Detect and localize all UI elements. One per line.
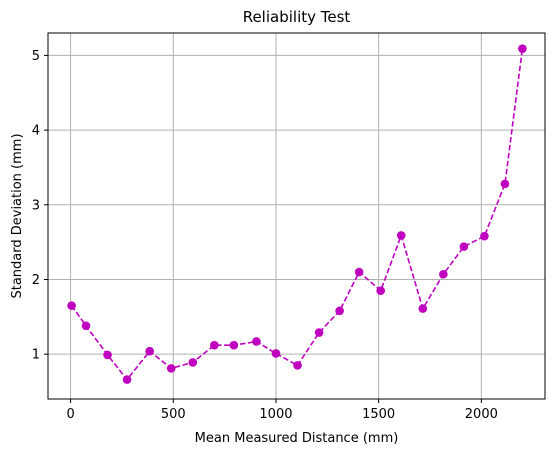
data-point: [81, 321, 91, 331]
plot-area-frame: [47, 32, 546, 400]
x-tick-label: 1500: [362, 407, 395, 422]
data-point: [439, 269, 448, 279]
grid: [48, 33, 545, 399]
series-line: [70, 48, 524, 381]
y-tick-label: 5: [32, 49, 40, 64]
y-tick-label: 1: [32, 348, 40, 363]
x-axis-label: Mean Measured Distance (mm): [195, 431, 399, 446]
data-point: [376, 286, 386, 295]
data-point: [67, 301, 76, 310]
y-tick-label: 4: [32, 124, 40, 139]
x-tick-label: 2000: [465, 407, 498, 422]
data-point: [518, 44, 527, 53]
data-point: [335, 306, 344, 316]
data-point: [103, 350, 112, 360]
data-point: [252, 337, 261, 346]
data-point: [418, 304, 428, 313]
data-point: [314, 328, 324, 337]
data-point: [188, 358, 198, 367]
data-point: [145, 346, 154, 356]
x-tick-label: 0: [66, 407, 74, 422]
y-tick-label: 3: [32, 198, 40, 213]
x-tick-label: 1000: [259, 407, 292, 422]
data-point: [480, 231, 489, 241]
y-tick-label: 2: [32, 273, 40, 288]
data-point: [293, 361, 302, 370]
series-layer: [67, 44, 527, 384]
axis-ticks: 0 500 1000 1500 2000 1 2 3 4 5: [32, 49, 498, 422]
data-point: [459, 242, 469, 251]
data-point: [500, 179, 510, 189]
x-tick-label: 500: [161, 407, 186, 422]
data-point: [122, 375, 132, 384]
data-point: [166, 364, 176, 373]
data-point: [210, 340, 219, 350]
data-point: [229, 340, 239, 350]
y-axis-label: Standard Deviation (mm): [10, 133, 25, 298]
data-point: [396, 231, 406, 240]
chart-title: Reliability Test: [243, 8, 351, 26]
data-point: [354, 267, 364, 277]
data-point: [271, 349, 281, 358]
